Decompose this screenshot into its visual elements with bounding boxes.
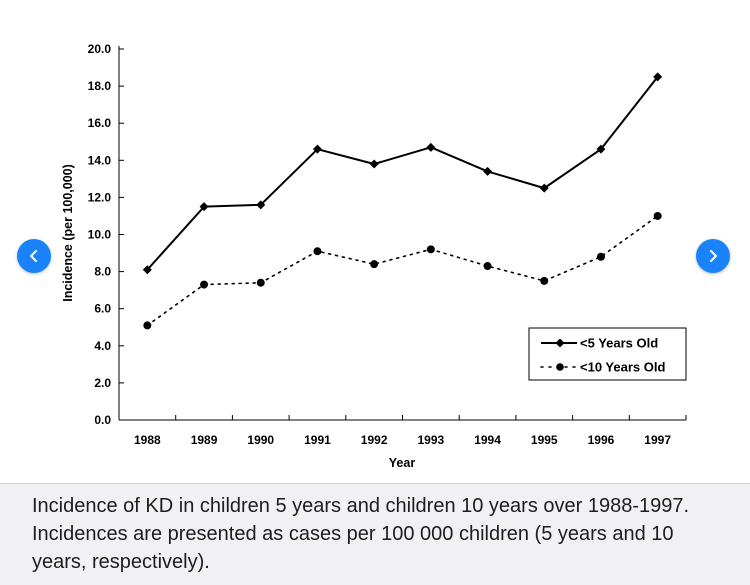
chart-panel: 0.0 2.0 4.0 6.0 8.0 10.0 12.0 14.0 16.0 18.0 20.0 … bbox=[0, 42, 750, 484]
chart-legend: <5 Years Old <10 Years Old bbox=[528, 327, 687, 381]
y-axis-ticks: 0.0 2.0 4.0 6.0 8.0 10.0 12.0 14.0 16.0 18.0 20.0 bbox=[88, 42, 124, 427]
data-point-marker bbox=[370, 260, 379, 269]
y-tick-label: 6.0 bbox=[94, 302, 111, 316]
chevron-right-icon bbox=[710, 250, 717, 262]
data-point-marker bbox=[256, 278, 265, 287]
data-point-marker bbox=[483, 166, 493, 176]
data-point-marker bbox=[369, 159, 379, 169]
chevron-left-icon bbox=[30, 250, 37, 262]
y-tick-label: 18.0 bbox=[88, 79, 112, 93]
next-figure-button[interactable] bbox=[696, 239, 730, 273]
x-axis-title: Year bbox=[389, 456, 416, 470]
data-point-marker bbox=[653, 72, 663, 82]
y-tick-label: 0.0 bbox=[94, 413, 111, 427]
data-point-marker bbox=[426, 142, 436, 152]
legend-marker bbox=[556, 363, 564, 371]
data-point-marker bbox=[200, 280, 209, 289]
data-point-marker bbox=[653, 211, 662, 220]
caption-panel: Incidence of KD in children 5 years and … bbox=[0, 484, 750, 585]
data-point-marker bbox=[483, 262, 492, 271]
x-tick-label: 1990 bbox=[247, 433, 274, 447]
y-tick-label: 14.0 bbox=[88, 153, 112, 167]
x-tick-label: 1996 bbox=[588, 433, 615, 447]
legend-marker bbox=[555, 338, 565, 348]
data-point-marker bbox=[256, 200, 266, 210]
y-tick-label: 16.0 bbox=[88, 116, 112, 130]
x-tick-label: 1992 bbox=[361, 433, 388, 447]
series-line bbox=[146, 76, 659, 271]
data-point-marker bbox=[313, 247, 322, 256]
data-point-marker bbox=[540, 276, 549, 285]
legend-label: <10 Years Old bbox=[580, 360, 665, 375]
x-axis-ticks: 1988 1989 1990 1991 1992 1993 1994 1995 1996 1997 bbox=[118, 415, 687, 447]
series-line bbox=[146, 215, 659, 327]
x-tick-label: 1989 bbox=[191, 433, 218, 447]
figure-caption: Incidence of KD in children 5 years and … bbox=[32, 495, 690, 573]
legend-box bbox=[528, 327, 687, 381]
data-point-marker bbox=[596, 252, 605, 261]
x-tick-label: 1994 bbox=[474, 433, 501, 447]
data-point-marker bbox=[199, 202, 209, 212]
data-point-marker bbox=[426, 245, 435, 254]
y-tick-label: 20.0 bbox=[88, 42, 112, 56]
y-tick-label: 10.0 bbox=[88, 228, 112, 242]
legend-label: <5 Years Old bbox=[580, 336, 658, 351]
x-tick-label: 1993 bbox=[417, 433, 444, 447]
data-point-marker bbox=[539, 183, 549, 193]
line-chart: 0.02.04.06.08.010.012.014.016.018.020.0 … bbox=[61, 42, 687, 470]
series-group bbox=[142, 72, 663, 330]
data-point-marker bbox=[596, 144, 606, 154]
data-point-marker bbox=[143, 321, 152, 330]
y-tick-label: 12.0 bbox=[88, 190, 112, 204]
x-tick-label: 1997 bbox=[644, 433, 671, 447]
y-tick-label: 2.0 bbox=[94, 376, 111, 390]
x-tick-label: 1995 bbox=[531, 433, 558, 447]
x-tick-label: 1991 bbox=[304, 433, 331, 447]
y-axis-title: Incidence (per 100,000) bbox=[61, 164, 75, 302]
previous-figure-button[interactable] bbox=[17, 239, 51, 273]
y-tick-label: 8.0 bbox=[94, 265, 111, 279]
data-point-marker bbox=[312, 144, 322, 154]
y-tick-label: 4.0 bbox=[94, 339, 111, 353]
data-point-marker bbox=[142, 265, 152, 275]
x-tick-label: 1988 bbox=[134, 433, 161, 447]
